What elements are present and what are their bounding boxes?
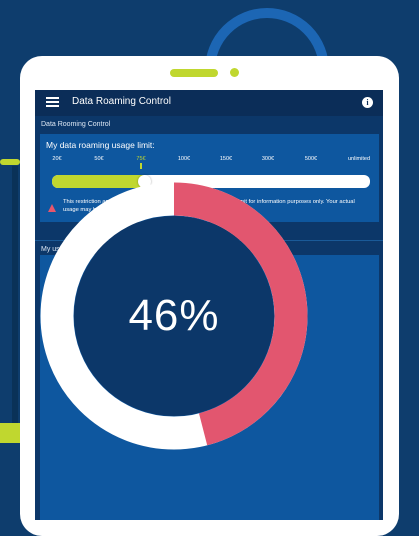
warning-triangle-icon	[48, 204, 56, 212]
selected-tick-marker	[140, 163, 142, 169]
app-bar: Data Roaming Control i	[35, 90, 383, 116]
usage-arc	[173, 182, 308, 446]
usage-percentage: 46%	[128, 291, 220, 340]
tick-label[interactable]: 100€	[177, 156, 191, 162]
slider-thumb[interactable]	[138, 175, 151, 188]
tick-label[interactable]: 20€	[52, 156, 62, 162]
limit-ticks: 20€ 50€ 75€ 100€ 150€ 300€ 500€ unlimite…	[46, 156, 376, 166]
limit-section-label: Data Rooming Control	[41, 121, 111, 128]
usage-section-label: My usage	[41, 246, 72, 253]
usage-donut-chart: 46%	[40, 182, 308, 450]
info-icon[interactable]: i	[362, 97, 373, 108]
hamburger-menu-icon[interactable]	[46, 97, 59, 108]
tick-label[interactable]: 50€	[94, 156, 104, 162]
tablet-speaker	[170, 69, 218, 77]
background-accent-line	[12, 166, 18, 424]
slider-fill	[52, 175, 144, 188]
limit-title: My data roaming usage limit:	[46, 140, 155, 150]
tablet-camera	[230, 68, 239, 77]
donut-center	[74, 216, 274, 416]
tick-label[interactable]: 150€	[219, 156, 233, 162]
app-title: Data Roaming Control	[72, 96, 171, 107]
background-accent-line	[0, 159, 20, 165]
usage-donut-svg	[40, 182, 308, 450]
tick-label[interactable]: unlimited	[347, 156, 371, 162]
limit-slider[interactable]	[52, 175, 370, 188]
background-accent-block	[0, 423, 20, 443]
tick-label[interactable]: 300€	[261, 156, 275, 162]
tick-label[interactable]: 500€	[304, 156, 318, 162]
tick-label-selected[interactable]: 75€	[136, 156, 146, 162]
